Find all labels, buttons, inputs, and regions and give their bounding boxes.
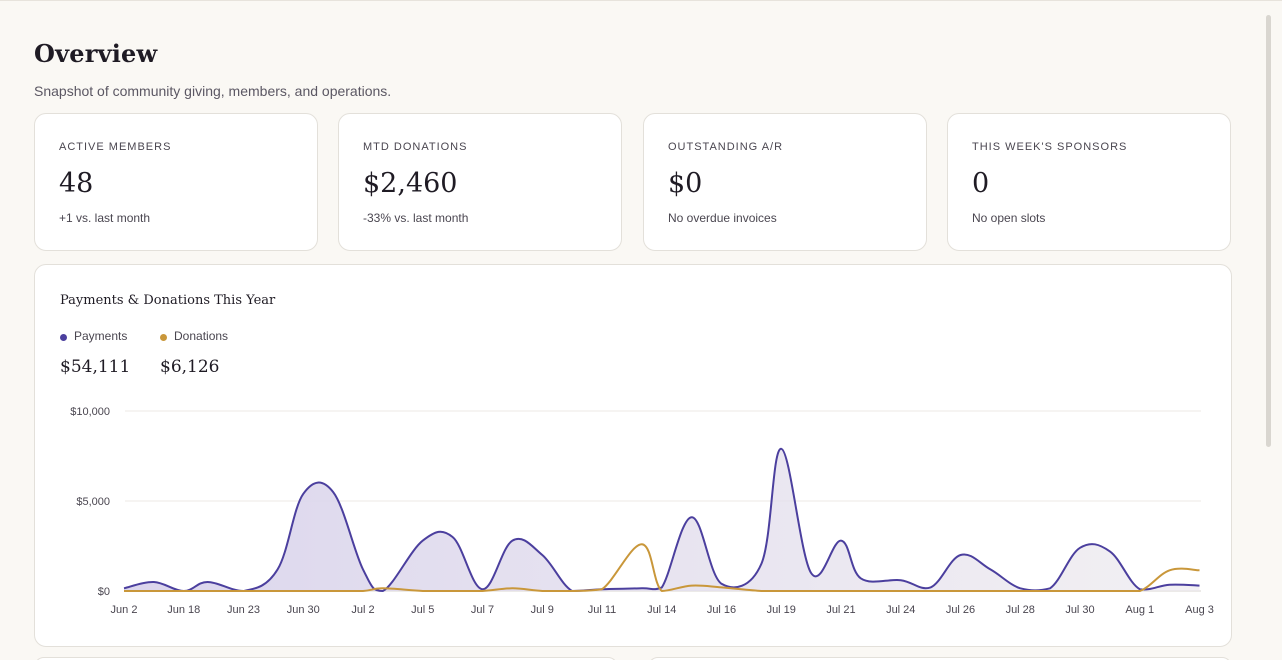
x-tick-label: Jun 2 [111,604,138,616]
x-tick-label: Jul 21 [826,604,855,616]
x-tick-label: Jul 26 [946,604,975,616]
x-tick-label: Jun 18 [167,604,200,616]
stat-value: 48 [59,168,94,199]
stat-label: ACTIVE MEMBERS [59,141,172,153]
x-tick-label: Aug 1 [1125,604,1154,616]
stat-label: MTD DONATIONS [363,141,468,153]
stat-card-weekly-sponsors: THIS WEEK'S SPONSORS 0 No open slots [947,113,1231,251]
stat-card-outstanding-ar: OUTSTANDING A/R $0 No overdue invoices [643,113,927,251]
stat-note: -33% vs. last month [363,211,469,225]
y-tick-label: $5,000 [76,496,110,508]
x-tick-label: Jul 30 [1065,604,1094,616]
page-subtitle: Snapshot of community giving, members, a… [34,83,392,99]
stat-note: +1 vs. last month [59,211,151,225]
x-tick-label: Aug 3 [1185,604,1214,616]
stat-value: $0 [668,168,703,199]
x-tick-label: Jul 28 [1006,604,1035,616]
x-tick-label: Jul 16 [707,604,736,616]
page-scrollbar[interactable] [1266,15,1271,447]
page-title: Overview [34,39,158,68]
legend-label-payments[interactable]: Payments [74,329,128,343]
stat-note: No overdue invoices [668,211,777,225]
series-line-donations [124,543,1200,592]
y-tick-label: $10,000 [70,406,110,418]
y-tick-label: $0 [98,586,110,598]
x-tick-label: Jul 14 [647,604,676,616]
legend-label-donations[interactable]: Donations [174,329,229,343]
stat-card-mtd-donations: MTD DONATIONS $2,460 -33% vs. last month [338,113,622,251]
chart-title: Payments & Donations This Year [60,293,276,308]
stat-label: THIS WEEK'S SPONSORS [972,141,1128,153]
x-tick-label: Jun 30 [287,604,320,616]
legend-dot-donations [160,334,167,341]
x-tick-label: Jul 2 [351,604,374,616]
stat-note: No open slots [972,211,1046,225]
legend-dot-payments [60,334,67,341]
legend-total-payments: $54,111 [60,357,131,377]
x-tick-label: Jul 19 [767,604,796,616]
stat-label: OUTSTANDING A/R [668,141,784,153]
x-tick-label: Jul 7 [471,604,494,616]
series-line-payments [123,447,1200,592]
stat-value: 0 [972,168,990,199]
stat-value: $2,460 [363,168,458,199]
x-tick-label: Jul 11 [588,604,617,616]
x-tick-label: Jul 24 [886,604,915,616]
x-tick-label: Jul 5 [411,604,434,616]
legend-total-donations: $6,126 [160,357,220,377]
x-tick-label: Jul 9 [531,604,554,616]
payments-donations-chart-card: $10,000 $5,000 $0 Jun 2 Jun 18 Jun 23 Jun 30 Ju… [34,264,1232,647]
series-area-payments [124,448,1200,591]
x-tick-label: Jun 23 [227,604,260,616]
stat-card-active-members: ACTIVE MEMBERS 48 +1 vs. last month [34,113,318,251]
